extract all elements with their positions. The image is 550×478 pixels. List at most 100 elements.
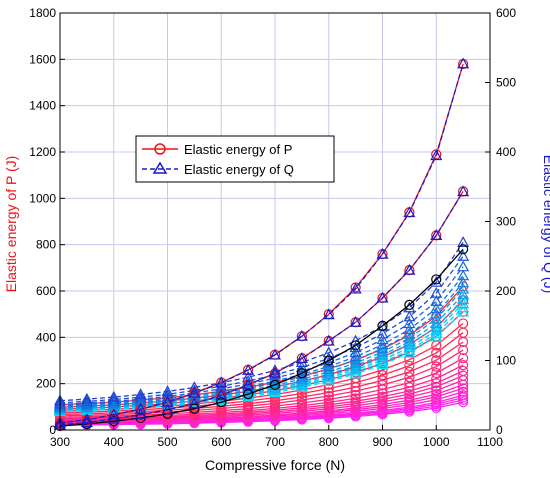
q-family-series-10-point-14 — [430, 330, 443, 342]
p-series-0-line — [59, 63, 464, 424]
q-family-series-1-point-13 — [403, 310, 416, 322]
q-series-1-point-10 — [322, 334, 335, 346]
q-family-series-7-point-14 — [430, 320, 443, 332]
legend-marker-p — [154, 143, 166, 155]
p-family-series-8-point-10 — [323, 397, 334, 408]
p-family-series-15-point-14 — [431, 397, 442, 408]
q-family-series-4-line — [59, 282, 464, 408]
q-family-series-5-point-11 — [349, 356, 362, 368]
q-series-1-point-1 — [80, 416, 93, 427]
q-series-1-point-5 — [188, 397, 201, 409]
q-series-0-point-2 — [107, 408, 120, 420]
q-family-series-0-point-15 — [457, 236, 470, 247]
q-family-series-2-point-14 — [430, 295, 443, 306]
legend-box — [135, 135, 335, 183]
p-family-series-4-line — [59, 332, 464, 414]
p-family-series-8-point-14 — [431, 373, 442, 384]
p-series-2-point-6 — [216, 397, 227, 408]
q-series-0 — [53, 57, 470, 428]
q-family-series-3-point-14 — [430, 302, 443, 314]
q-family-series-7-line — [59, 298, 464, 411]
q-series-0-point-8 — [268, 348, 282, 360]
q-family-series-8-point-14 — [430, 324, 443, 335]
q-family-series-0-line — [59, 241, 464, 402]
p-family-series-1-point-15 — [458, 295, 469, 306]
q-series-1-point-11 — [349, 316, 362, 327]
x-tick-label-3: 600 — [211, 435, 231, 449]
p-family-series-6-point-9 — [296, 394, 307, 406]
p-family-series-15-point-15 — [458, 390, 469, 401]
y-right-tick-label-0: 0 — [496, 423, 503, 437]
q-series-0-point-4 — [161, 395, 174, 407]
q-family-series-10-line — [59, 311, 464, 413]
q-family-series-0-point-5 — [188, 381, 201, 392]
p-family-series-6-point-15 — [458, 344, 469, 356]
p-family-series-12-point-12 — [377, 399, 388, 410]
x-tick-label-5: 800 — [319, 435, 339, 449]
p-family-series-7-point-10 — [323, 394, 334, 405]
p-family-series-5-point-14 — [431, 355, 442, 366]
p-family-series-9-point-12 — [377, 391, 388, 402]
q-family-series-0-point-8 — [268, 364, 282, 376]
q-family-series-4-point-12 — [376, 342, 389, 354]
p-family-series-10-point-13 — [404, 388, 415, 400]
q-family-series-1-point-15 — [457, 250, 470, 261]
p-family-series-12-line — [59, 384, 464, 423]
p-family-series-3-point-15 — [458, 318, 469, 329]
q-family-series-5-point-15 — [457, 282, 470, 294]
q-series-1-point-6 — [215, 389, 228, 400]
p-series-2-point-10 — [323, 355, 334, 366]
q-family-series-2-point-12 — [376, 333, 389, 345]
p-family-series-14-line — [59, 391, 464, 424]
legend: Elastic energy of P Elastic energy of Q — [135, 135, 335, 183]
q-series-0-point-14 — [430, 149, 443, 161]
y-left-tick-label-9: 1800 — [29, 6, 56, 20]
q-family-series-3-point-13 — [403, 323, 416, 335]
p-family-series-10-point-14 — [431, 381, 442, 392]
q-series-1-point-12 — [376, 291, 389, 303]
q-series-0-line — [59, 63, 464, 424]
x-tick-label-4: 700 — [265, 435, 285, 449]
p-family-series-5-point-13 — [404, 366, 415, 378]
p-series-2-point-8 — [269, 379, 281, 390]
p-family-series-11-point-13 — [404, 392, 415, 403]
p-series-2-point-11 — [350, 340, 361, 351]
q-series-1-point-4 — [161, 403, 174, 415]
legend-marker-q — [152, 161, 168, 174]
q-family-series-1-point-12 — [376, 327, 389, 339]
q-family-series-4-point-9 — [295, 370, 308, 382]
q-series-0-point-13 — [403, 206, 416, 218]
q-family-series-6-point-13 — [403, 335, 416, 347]
p-family-series-14-point-15 — [458, 386, 469, 397]
p-family-series-6-point-10 — [323, 390, 334, 402]
y-left-tick-label-7: 1400 — [29, 99, 56, 113]
p-series-2-line — [59, 248, 464, 427]
q-family-series-0 — [53, 236, 470, 406]
p-family-series-9-point-11 — [350, 396, 361, 407]
p-series-2-point-13 — [404, 299, 415, 310]
p-family-series-4-point-12 — [377, 370, 388, 381]
q-family-series-7-point-8 — [268, 382, 282, 394]
y-left-tick-label-6: 1200 — [29, 145, 56, 159]
p-family-series-4-point-15 — [458, 327, 469, 338]
q-family-series-4-point-10 — [322, 363, 335, 374]
q-family-series-6-point-15 — [457, 288, 470, 300]
q-series-1-point-8 — [268, 366, 282, 378]
p-family-series-7-line — [59, 357, 464, 419]
q-family-series-2-point-9 — [295, 364, 308, 376]
q-family-series-5-point-10 — [322, 365, 335, 377]
q-family-series-9-point-13 — [403, 344, 416, 355]
x-tick-label-2: 500 — [157, 435, 177, 449]
q-family-series-2-point-6 — [215, 382, 228, 394]
q-series-0-point-7 — [242, 363, 255, 375]
q-family-series-3-point-15 — [457, 269, 470, 281]
q-family-series-5-line — [59, 288, 464, 409]
q-family-series-8-point-13 — [403, 341, 416, 353]
q-family-series-10-point-13 — [403, 346, 416, 358]
x-tick-label-1: 400 — [104, 435, 124, 449]
q-family-series-1-point-14 — [430, 286, 443, 298]
q-family-series-8-line — [59, 303, 464, 411]
q-family-series-2-line — [59, 266, 464, 406]
q-family-series-7-point-13 — [403, 338, 416, 350]
